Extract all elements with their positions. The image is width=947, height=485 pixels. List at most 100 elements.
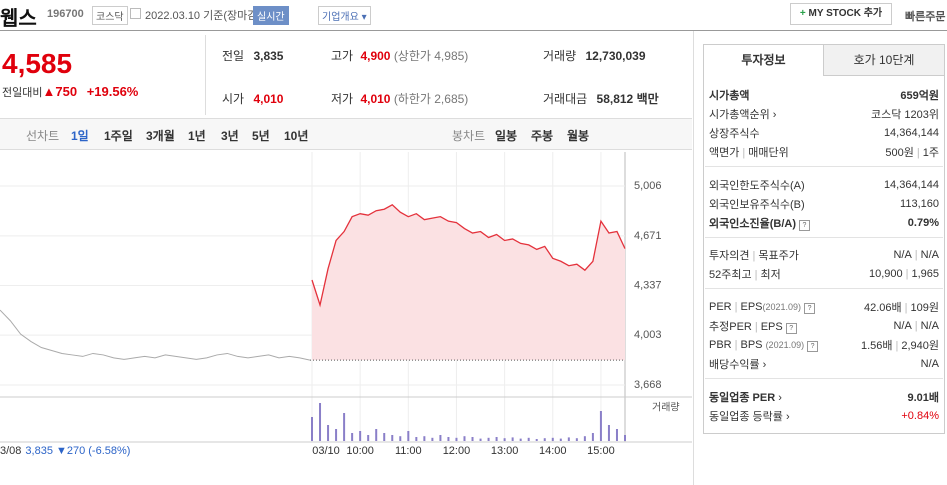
label: 전일 [222,49,245,63]
mystock-button[interactable]: + MY STOCK 추가 [790,3,892,25]
nav-item[interactable]: 5년 [252,129,270,143]
volume-bar [559,438,562,441]
value: 500원 [885,147,914,159]
panel-divider [693,31,694,485]
stock-name: 웹스 [0,8,37,30]
note: (상한가 4,985) [393,49,469,63]
label: 52주최고 [709,269,752,281]
top-divider [0,30,947,31]
volume-bar [463,436,466,441]
tab[interactable]: 호가 10단계 [823,45,944,76]
x-tick-label: 10:00 [346,445,374,457]
label: 투자의견 [709,250,750,262]
nav-item[interactable]: 10년 [284,129,309,143]
volume-bar [431,437,434,441]
volume-bar [383,433,386,441]
unit: 백만 [636,92,659,106]
nav-item[interactable]: 월봉 [567,129,590,143]
stock-code: 196700 [47,8,84,20]
volume-bar [359,431,362,441]
value: +0.84% [901,410,939,422]
value: 659억원 [900,90,939,102]
volume-bar [423,436,426,441]
value: 4,900 [360,49,391,63]
value: 42.06배 [864,302,902,314]
volume-bar [535,439,538,441]
volume-bar [479,438,482,441]
volume-bar [447,437,450,441]
nav-item[interactable]: 1년 [188,129,206,143]
nav-item[interactable]: 1주일 [104,129,133,143]
invest-panel [703,44,945,434]
x-tick-label: 13:00 [491,445,519,457]
nav-item[interactable]: 일봉 [495,129,518,143]
overview-dropdown[interactable]: 기업개요 ▾ [318,6,371,25]
volume-bar [511,437,514,441]
volume-bar [495,437,498,441]
change-rate: +19.56% [86,84,139,99]
x-tick-label: 15:00 [587,445,615,457]
volume-bar [503,438,506,441]
volume-bar [607,425,610,441]
volume-bar [567,437,570,441]
y-tick-label: 5,006 [634,180,662,192]
value: 113,160 [900,198,939,210]
value: 1,965 [911,268,939,280]
label: PER [709,300,732,313]
volume-bar [543,438,546,441]
nav-item[interactable]: 3년 [221,129,239,143]
realtime-badge[interactable]: 실시간 [253,6,289,25]
value: 코스닥 1203위 [870,109,939,121]
tab[interactable]: 투자정보 [741,53,786,67]
volume-bar [615,429,618,441]
label: 거래량 [543,49,577,63]
label: 상장주식수 [709,128,760,140]
mystock-label: MY STOCK 추가 [808,8,883,19]
label: EPS [760,321,783,333]
volume-bar [367,435,370,441]
value: 4,010 [360,92,391,106]
nav-item[interactable]: 3개월 [146,129,175,143]
chart: 5,006 4,671 4,337 4,003 3,668 03/10 10:00 11:00… [0,152,692,457]
volume-bar [487,437,490,441]
x-tick-label: 12:00 [443,445,471,457]
label: BPS [740,338,763,351]
volume-bar [599,411,602,441]
divider [705,166,943,167]
market-badge: 코스닥 [92,6,128,25]
area [312,204,625,361]
nav-item[interactable]: 주봉 [531,129,554,143]
volume-bar [471,437,474,441]
label: 시가총액 [709,90,750,102]
x-tick-label: 03/10 [312,445,340,457]
label: 동일업종 등락률 [709,411,783,423]
calendar-icon [130,8,141,19]
volume-bar [391,435,394,441]
label-note: (2021.09) [765,339,805,350]
label: EPS [740,300,763,313]
current-price: 4,585 [2,48,73,79]
y-tick-label: 4,671 [634,230,662,242]
value: 4,010 [253,92,284,106]
value: 12,730,039 [585,49,646,63]
y-tick-label: 4,003 [634,329,662,341]
divider [705,378,943,379]
volume-bar [343,413,346,441]
value: 2,940원 [901,340,939,352]
volume-bar [624,435,626,441]
label: 저가 [331,92,354,106]
label: 액면가 [709,147,740,159]
value: N/A [920,249,939,261]
quick-order[interactable]: 빠른주문 [905,11,946,23]
nav-item: 봉차트 [452,129,486,143]
volume-bar [575,438,578,441]
label: 외국인한도주식수(A) [709,180,805,192]
nav-item[interactable]: 1일 [71,129,89,143]
value: 14,364,144 [883,179,939,191]
chart-toolbar [0,118,692,150]
nav-item: 선차트 [26,129,60,143]
label: 외국인소진율(B/A) [709,218,796,230]
label: 외국인보유주식수(B) [709,199,805,211]
previous-close: 3,835 [25,445,53,457]
